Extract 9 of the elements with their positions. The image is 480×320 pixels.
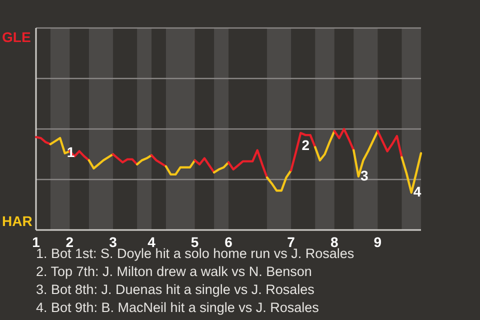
annotation: 4 [413, 184, 422, 200]
annotation: 3 [360, 167, 368, 184]
x-tick-label: 9 [374, 234, 382, 250]
text: 2. Top 7th: J. Milton drew a walk vs N. Benson [36, 264, 312, 279]
text: 4. Bot 9th: B. MacNeil hit a single vs J. Rosales [36, 300, 320, 315]
text: 3. Bot 8th: J. Duenas hit a single vs J. Rosales [36, 282, 315, 297]
text: HAR [2, 213, 32, 229]
annotation: 2 [302, 137, 310, 154]
text: GLE [2, 29, 31, 45]
